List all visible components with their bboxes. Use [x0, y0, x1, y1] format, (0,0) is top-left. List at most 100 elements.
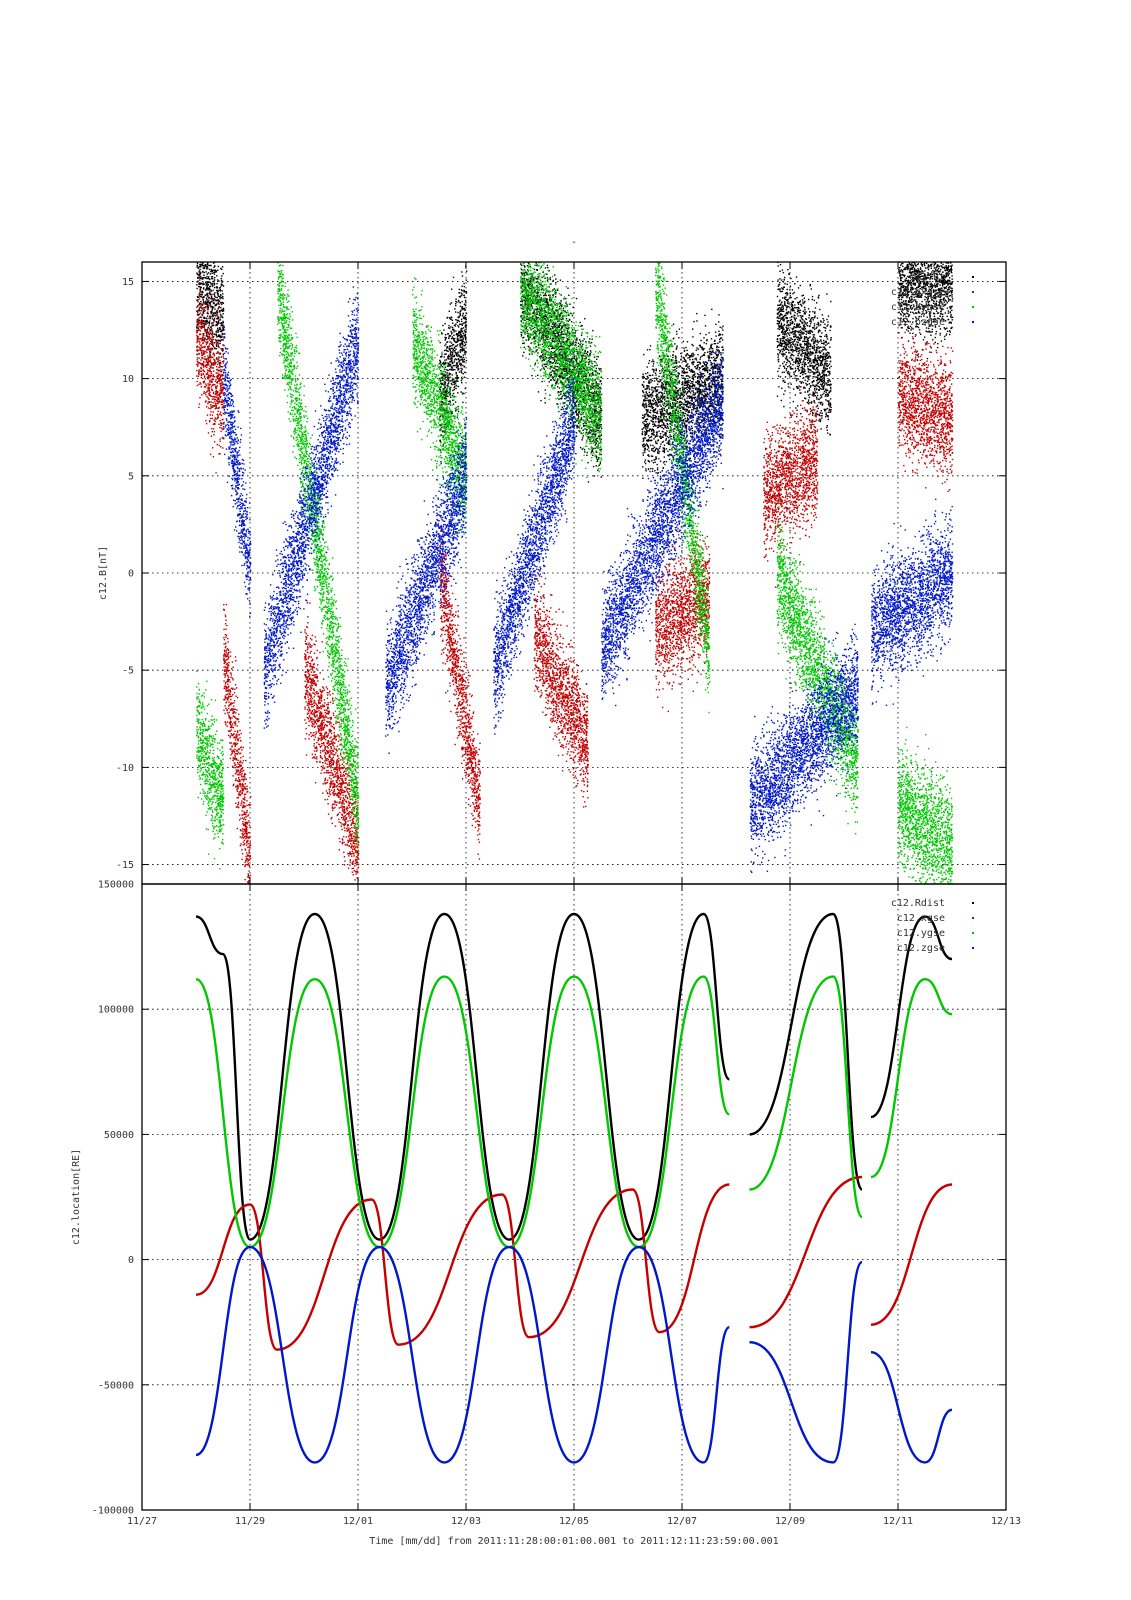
top-data-point: [453, 354, 455, 357]
top-data-point: [650, 406, 652, 408]
top-data-point: [210, 269, 213, 271]
top-data-point: [208, 302, 210, 304]
top-data-point: [203, 283, 205, 285]
top-data-point: [565, 352, 567, 354]
top-data-point: [213, 279, 216, 281]
top-data-point: [686, 420, 688, 422]
top-data-point: [197, 327, 199, 329]
top-data-point: [566, 333, 568, 335]
top-data-point: [701, 413, 703, 415]
top-data-point: [446, 341, 449, 343]
top-data-point: [559, 397, 562, 400]
top-data-point: [550, 328, 552, 330]
top-data-point: [457, 380, 459, 382]
top-data-point: [670, 454, 672, 457]
top-data-point: [207, 307, 210, 309]
top-data-point: [721, 346, 723, 348]
top-data-point: [688, 357, 691, 359]
top-data-point: [461, 307, 463, 310]
top-data-point: [462, 338, 464, 340]
top-data-point: [586, 419, 589, 421]
top-data-point: [216, 321, 218, 324]
top-data-point: [561, 372, 564, 374]
top-data-point: [652, 359, 654, 361]
top-data-point: [196, 284, 198, 286]
top-data-point: [701, 416, 704, 418]
top-data-point: [206, 267, 208, 269]
top-data-point: [685, 355, 687, 357]
top-data-point: [559, 390, 562, 393]
top-data-point: [213, 269, 215, 272]
top-data-point: [592, 392, 594, 394]
top-data-point: [650, 378, 652, 381]
top-data-point: [543, 342, 545, 344]
top-data-point: [572, 361, 574, 363]
top-data-point: [206, 315, 209, 317]
top-data-point: [692, 396, 694, 399]
top-data-point: [206, 319, 208, 321]
top-data-point: [463, 371, 466, 373]
top-data-point: [524, 288, 526, 290]
top-data-point: [687, 406, 690, 409]
top-data-point: [448, 324, 450, 327]
top-data-point: [446, 388, 448, 390]
top-data-point: [680, 352, 682, 355]
top-data-point: [719, 437, 721, 439]
top-data-point: [444, 322, 446, 325]
top-data-point: [661, 413, 663, 416]
top-data-point: [583, 449, 586, 451]
top-data-point: [686, 368, 688, 370]
top-data-point: [209, 351, 211, 353]
top-data-point: [597, 445, 599, 447]
top-data-point: [675, 370, 678, 372]
top-data-point: [707, 417, 709, 419]
top-data-point: [671, 424, 673, 426]
top-data-point: [663, 444, 666, 446]
top-data-point: [593, 382, 595, 385]
top-data-point: [580, 418, 583, 420]
top-data-point: [642, 454, 644, 456]
top-data-point: [664, 339, 667, 341]
top-data-point: [537, 374, 539, 376]
top-data-point: [653, 446, 656, 448]
top-data-point: [641, 433, 644, 436]
top-data-point: [552, 294, 555, 296]
top-data-point: [462, 327, 465, 329]
top-data-point: [465, 292, 468, 294]
top-data-point: [544, 267, 547, 269]
top-data-point: [551, 369, 554, 372]
top-data-point: [564, 355, 567, 357]
top-data-point: [686, 395, 689, 397]
top-data-point: [205, 303, 207, 305]
top-data-point: [567, 344, 569, 347]
top-data-point: [548, 381, 550, 383]
top-data-point: [531, 307, 533, 309]
top-data-point: [592, 413, 594, 415]
top-data-point: [549, 345, 551, 347]
top-data-point: [209, 317, 211, 320]
top-data-point: [534, 290, 536, 292]
top-data-point: [553, 288, 555, 290]
top-data-point: [582, 398, 585, 400]
top-data-point: [527, 346, 530, 348]
top-data-point: [675, 362, 677, 364]
top-data-point: [455, 303, 457, 305]
top-data-point: [207, 301, 209, 304]
top-data-point: [215, 270, 217, 272]
top-data-point: [667, 423, 669, 426]
top-data-point: [221, 290, 223, 292]
top-data-point: [218, 280, 220, 282]
top-data-point: [648, 374, 651, 377]
top-data-point: [648, 360, 651, 362]
top-data-point: [673, 385, 675, 387]
top-data-point: [589, 373, 591, 375]
top-data-point: [575, 420, 578, 422]
top-data-point: [460, 391, 462, 393]
top-data-point: [536, 308, 538, 310]
top-data-point: [452, 276, 455, 279]
top-data-point: [648, 394, 650, 397]
top-data-point: [206, 339, 208, 341]
top-data-point: [464, 351, 467, 353]
top-data-point: [696, 347, 698, 349]
top-data-point: [680, 409, 682, 412]
